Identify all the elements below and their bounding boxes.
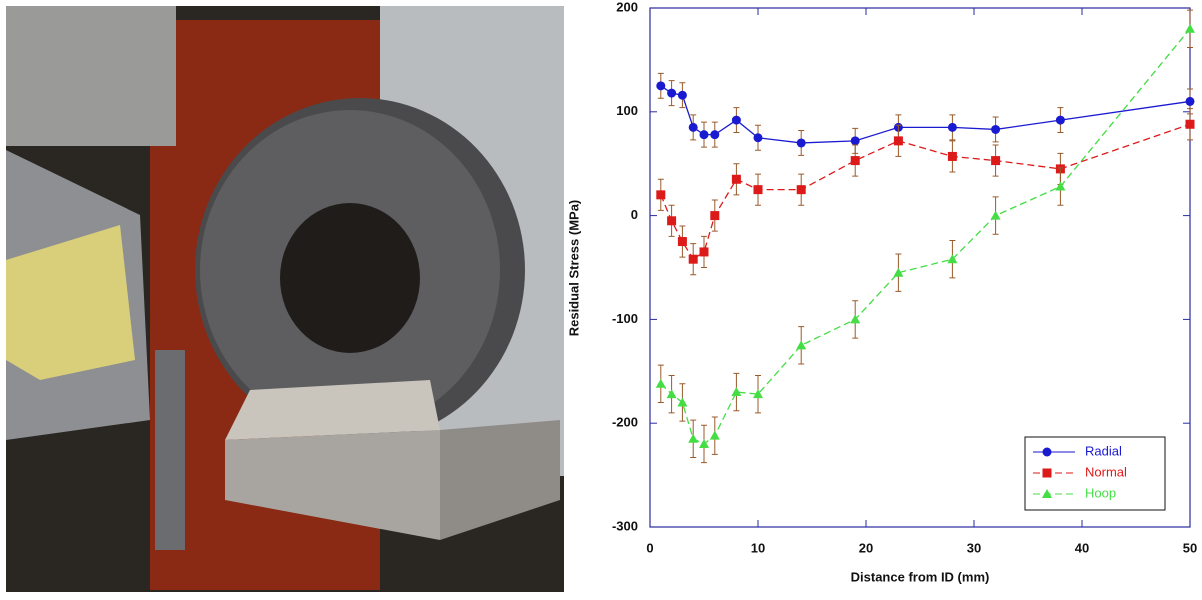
marker [688, 433, 699, 443]
tape [6, 225, 135, 380]
marker [947, 254, 958, 264]
marker [699, 247, 709, 257]
marker [753, 389, 763, 399]
marker [688, 122, 698, 132]
marker [1055, 181, 1066, 191]
marker [753, 133, 763, 143]
marker [893, 136, 903, 146]
marker [709, 430, 720, 440]
x-tick-label: 0 [646, 540, 653, 555]
y-tick-label: 0 [631, 207, 638, 222]
marker [667, 216, 677, 226]
y-tick-label: 200 [616, 0, 638, 14]
ring-hole [280, 203, 420, 353]
block-side [225, 430, 440, 540]
y-tick-label: -300 [612, 518, 638, 533]
marker [947, 122, 957, 132]
marker [656, 81, 666, 91]
marker [850, 136, 860, 146]
y-tick-label: -200 [612, 415, 638, 430]
marker [710, 130, 720, 140]
x-tick-label: 20 [859, 540, 873, 555]
marker [677, 237, 687, 247]
legend-label: Radial [1085, 443, 1122, 458]
y-tick-label: 100 [616, 103, 638, 118]
post [155, 350, 185, 550]
y-axis-label: Residual Stress (MPa) [566, 200, 581, 337]
x-tick-label: 10 [751, 540, 765, 555]
marker [991, 124, 1001, 134]
marker [796, 138, 806, 148]
machine-block [6, 6, 176, 146]
marker [1185, 119, 1195, 129]
x-tick-label: 50 [1183, 540, 1197, 555]
marker [667, 88, 677, 98]
photo [6, 6, 564, 592]
marker [699, 438, 709, 448]
marker [655, 378, 666, 388]
marker [1042, 468, 1052, 478]
marker [850, 156, 860, 166]
y-tick-label: -100 [612, 311, 638, 326]
marker [947, 151, 957, 161]
marker [850, 314, 861, 324]
marker [1042, 447, 1052, 457]
series-line [660, 85, 1191, 144]
legend-label: Normal [1085, 464, 1127, 479]
marker [1042, 489, 1052, 498]
marker [1185, 96, 1195, 106]
block-top [225, 380, 440, 440]
marker [731, 115, 741, 125]
marker [731, 387, 742, 397]
marker [1185, 23, 1195, 33]
marker [699, 130, 709, 140]
marker [656, 190, 666, 200]
marker [1055, 115, 1065, 125]
plot-frame [649, 7, 1191, 528]
marker [893, 267, 904, 277]
marker [688, 254, 698, 264]
marker [677, 397, 688, 407]
x-tick-label: 40 [1075, 540, 1089, 555]
marker [677, 90, 687, 100]
series-line [660, 28, 1191, 445]
marker [991, 156, 1001, 166]
block-end [440, 420, 560, 540]
series-line [660, 123, 1191, 261]
marker [731, 174, 741, 184]
marker [710, 211, 720, 221]
marker [666, 389, 677, 399]
marker [796, 185, 806, 195]
marker [796, 340, 807, 350]
x-axis-label: Distance from ID (mm) [851, 569, 990, 584]
marker [990, 210, 1001, 220]
marker [753, 185, 763, 195]
x-tick-label: 30 [967, 540, 981, 555]
legend-label: Hoop [1085, 485, 1116, 500]
